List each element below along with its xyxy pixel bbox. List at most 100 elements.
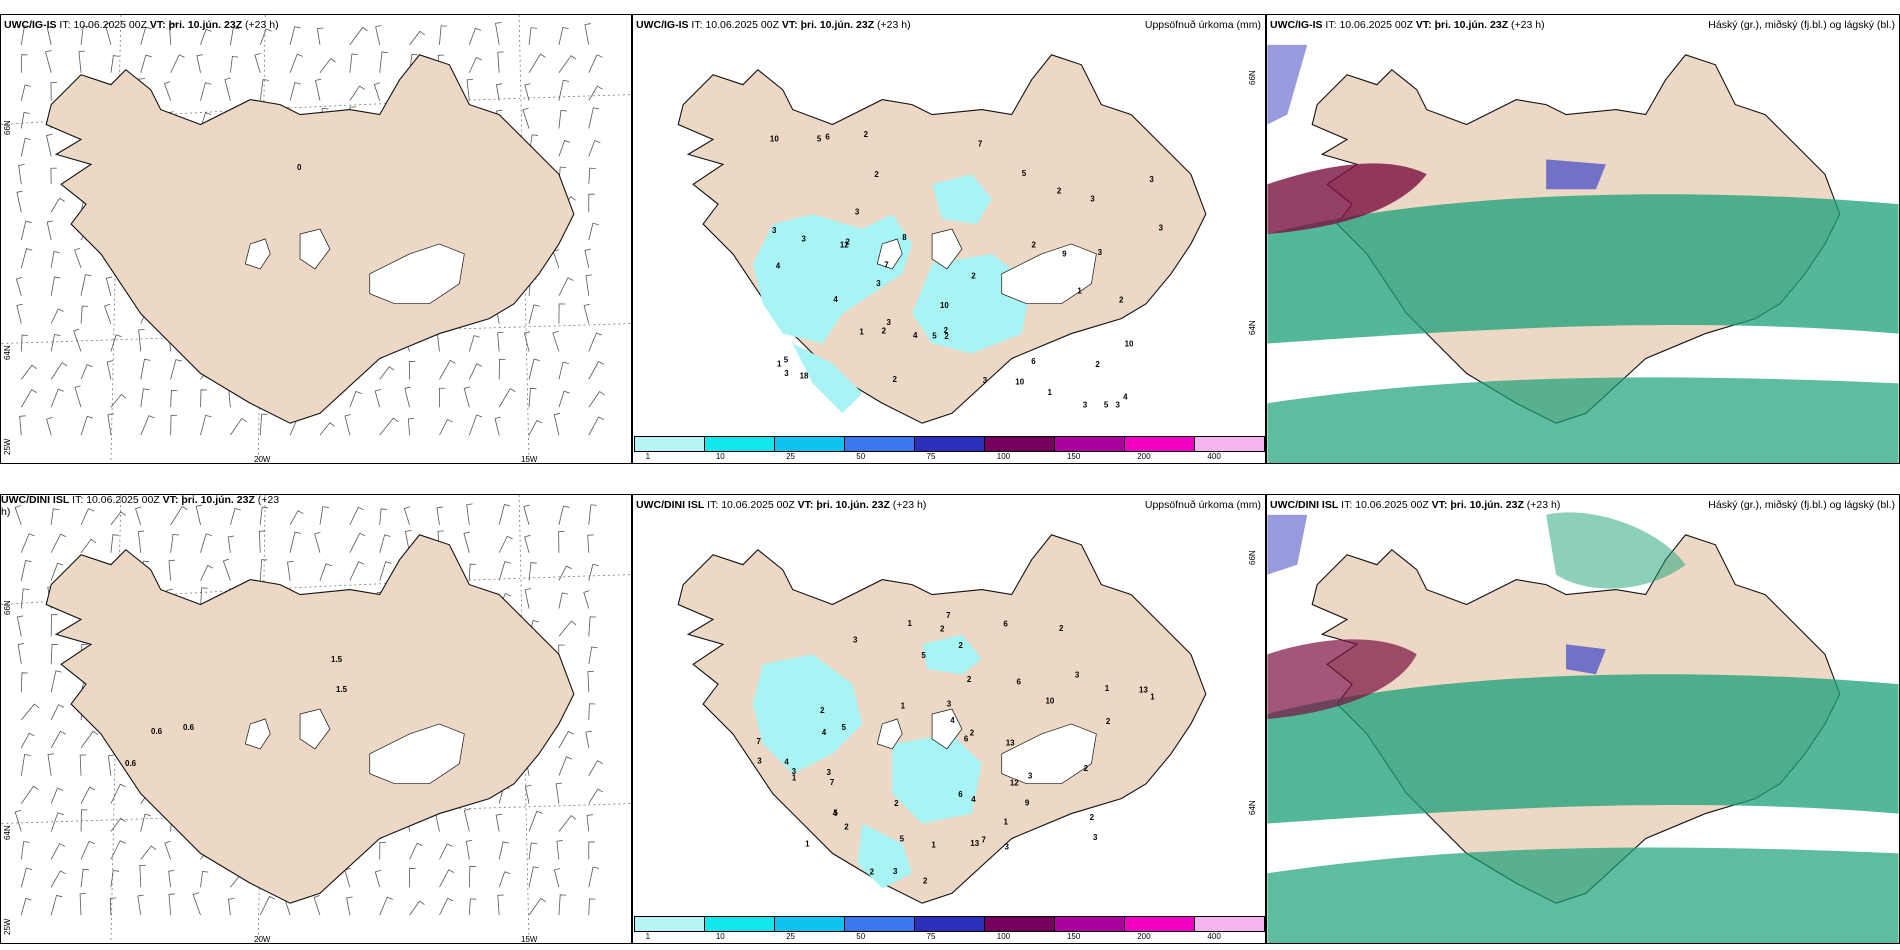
lat-label: 66N (3, 120, 12, 135)
wind-barb (404, 386, 411, 408)
wind-barb (588, 703, 596, 721)
wind-barb (110, 870, 120, 888)
wind-barb (18, 164, 25, 185)
wind-barb (375, 25, 382, 45)
wind-map (1, 495, 631, 943)
colorbar-swatch (1054, 916, 1125, 932)
precip-value: 2 (870, 868, 875, 877)
wind-barb (585, 730, 592, 748)
precip-value: 1 (931, 840, 936, 849)
wind-barb (200, 414, 212, 436)
colorbar-swatch (984, 436, 1055, 452)
precip-value: 3 (876, 279, 881, 288)
colorbar-swatch (914, 916, 985, 932)
wind-barb (50, 334, 61, 352)
wind-barb (528, 304, 540, 324)
wind-barb (289, 82, 301, 101)
wind-barb (528, 810, 543, 832)
wind-barb (106, 360, 114, 380)
wind-barb (110, 817, 126, 832)
wind-barb (50, 508, 60, 525)
colorbar-swatch (634, 436, 705, 452)
lat-label: 64N (1248, 320, 1258, 335)
wind-barb (587, 534, 594, 553)
wind-barb (228, 898, 235, 916)
wind-barb (50, 388, 64, 408)
precip-value: 2 (970, 728, 975, 737)
wind-barb (14, 809, 22, 832)
precip-value: 5 (1022, 169, 1027, 178)
wind-barb (139, 864, 146, 888)
precip-value: 9 (1062, 250, 1067, 259)
wind-barb (588, 167, 596, 185)
wind-barb (373, 82, 381, 101)
precip-value: 7 (981, 836, 986, 845)
wind-barb (436, 506, 443, 525)
wind-barb (498, 841, 510, 860)
colorbar-swatch (704, 916, 775, 932)
colorbar-swatch (914, 436, 985, 452)
wind-barb (80, 809, 88, 832)
precip-value: 4 (971, 795, 976, 804)
precip-value: 5 (817, 134, 822, 143)
precip-value: 3 (1149, 175, 1154, 184)
wind-barb (192, 892, 201, 916)
precip-value: 4 (950, 716, 955, 725)
wind-barb (110, 334, 122, 352)
wind-barb (583, 590, 590, 609)
wind-barb (20, 112, 30, 129)
wind-barb (20, 841, 30, 860)
wind-barb (558, 894, 567, 916)
precip-value: 2 (1106, 717, 1111, 726)
colorbar-label: 10 (715, 932, 725, 941)
lat-label: 64N (3, 345, 12, 360)
wind-barb (259, 559, 268, 581)
precip-value: 2 (1119, 296, 1124, 305)
precip-value: 2 (1059, 624, 1064, 633)
panel-title: UWC/DINI ISL IT: 10.06.2025 00Z VT: þri.… (1270, 499, 1561, 511)
panel-title: UWC/IG-IS IT: 10.06.2025 00Z VT: þri. 10… (4, 19, 279, 31)
wind-barb (140, 813, 151, 832)
wind-barb (468, 335, 480, 352)
precip-value: 2 (944, 326, 949, 335)
wind-barb (200, 28, 212, 45)
wind-barb (588, 222, 599, 241)
wind-barb (583, 303, 590, 324)
precip-value: 10 (1015, 377, 1024, 386)
wind-barb (468, 56, 482, 73)
wind-barb (403, 506, 411, 525)
wind-barb (497, 894, 504, 916)
cloud-map (1267, 512, 1899, 943)
wind-barb (200, 389, 207, 408)
wind-barb (468, 898, 477, 916)
precip-value: 10 (940, 301, 949, 310)
precip-value: 5 (784, 356, 789, 365)
wind-barb (558, 531, 565, 553)
wind-barb (50, 562, 64, 581)
wind-barb (21, 703, 40, 721)
precip-value: 7 (830, 778, 835, 787)
wind-barb (50, 670, 62, 693)
wind-barb (319, 506, 329, 525)
wind-barb (495, 83, 503, 101)
precip-value: 2 (967, 675, 972, 684)
wind-barb (495, 21, 502, 45)
precip-value: 3 (826, 768, 831, 777)
wind-barb (379, 534, 391, 553)
panel-bottom-left-wind: UWC/DINI ISL IT: 10.06.2025 00Z VT: þri.… (0, 494, 632, 944)
lat-label: 66N (1248, 550, 1258, 565)
colorbar-label: 75 (926, 932, 936, 941)
wind-barb (164, 840, 172, 860)
wind-barb (409, 900, 425, 916)
wind-barb (586, 814, 594, 832)
wind-barb (468, 27, 482, 46)
colorbar-label: 100 (996, 452, 1011, 461)
wind-barb (407, 418, 415, 436)
precip-value: 2 (1057, 187, 1062, 196)
wind-barb (558, 139, 571, 157)
wind-barb (50, 704, 65, 721)
colorbar-swatch (1124, 436, 1195, 452)
wind-barb (379, 896, 394, 916)
wind-barb (200, 870, 209, 888)
wind-barb (259, 413, 268, 436)
